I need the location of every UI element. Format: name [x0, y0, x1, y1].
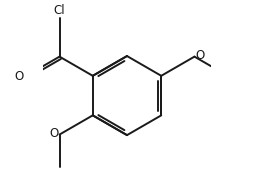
Text: O: O [15, 70, 24, 83]
Text: O: O [196, 49, 205, 62]
Text: O: O [49, 127, 58, 140]
Text: Cl: Cl [54, 4, 65, 17]
